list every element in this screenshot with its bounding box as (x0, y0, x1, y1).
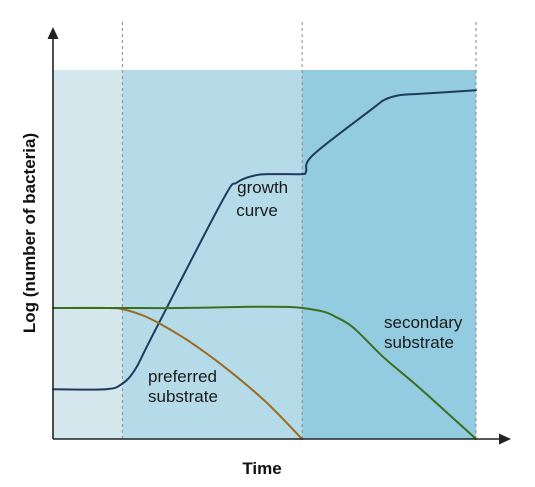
curves (52, 89, 477, 440)
x-axis-arrow (499, 433, 511, 445)
annotation-growth-curve: growth curve (236, 178, 293, 220)
y-axis-arrow (47, 27, 59, 39)
phase-band-2 (122, 70, 303, 439)
axes (47, 27, 511, 445)
annotation-secondary-substrate: secondary substrate (384, 313, 467, 352)
phase-band-1 (53, 70, 123, 439)
phase-band-3 (302, 70, 476, 439)
x-axis-title: Time (242, 459, 281, 478)
growth-curve-line (52, 89, 477, 391)
secondary-substrate-line (52, 305, 477, 440)
y-axis-title: Log (number of bacteria) (20, 133, 39, 333)
phase-bands (53, 70, 476, 439)
annotation-preferred-substrate: preferred substrate (148, 367, 222, 406)
